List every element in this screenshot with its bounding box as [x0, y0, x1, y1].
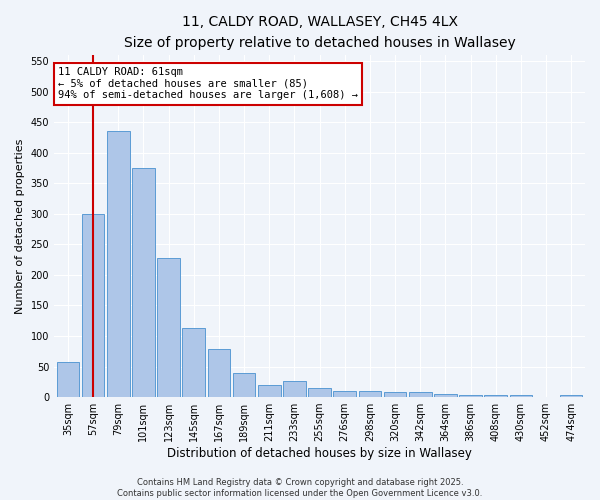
Bar	[157, 258, 180, 397]
Title: 11, CALDY ROAD, WALLASEY, CH45 4LX
Size of property relative to detached houses : 11, CALDY ROAD, WALLASEY, CH45 4LX Size …	[124, 15, 515, 50]
Bar	[409, 392, 431, 397]
Bar	[82, 214, 104, 397]
X-axis label: Distribution of detached houses by size in Wallasey: Distribution of detached houses by size …	[167, 447, 472, 460]
Bar	[107, 132, 130, 397]
Bar	[334, 391, 356, 397]
Text: Contains HM Land Registry data © Crown copyright and database right 2025.
Contai: Contains HM Land Registry data © Crown c…	[118, 478, 482, 498]
Bar	[132, 168, 155, 397]
Bar	[509, 396, 532, 397]
Bar	[484, 394, 507, 397]
Text: 11 CALDY ROAD: 61sqm
← 5% of detached houses are smaller (85)
94% of semi-detach: 11 CALDY ROAD: 61sqm ← 5% of detached ho…	[58, 67, 358, 100]
Bar	[208, 350, 230, 397]
Y-axis label: Number of detached properties: Number of detached properties	[15, 138, 25, 314]
Bar	[56, 362, 79, 397]
Bar	[308, 388, 331, 397]
Bar	[560, 396, 583, 397]
Bar	[383, 392, 406, 397]
Bar	[283, 381, 305, 397]
Bar	[359, 391, 381, 397]
Bar	[258, 385, 281, 397]
Bar	[182, 328, 205, 397]
Bar	[434, 394, 457, 397]
Bar	[459, 394, 482, 397]
Bar	[233, 372, 256, 397]
